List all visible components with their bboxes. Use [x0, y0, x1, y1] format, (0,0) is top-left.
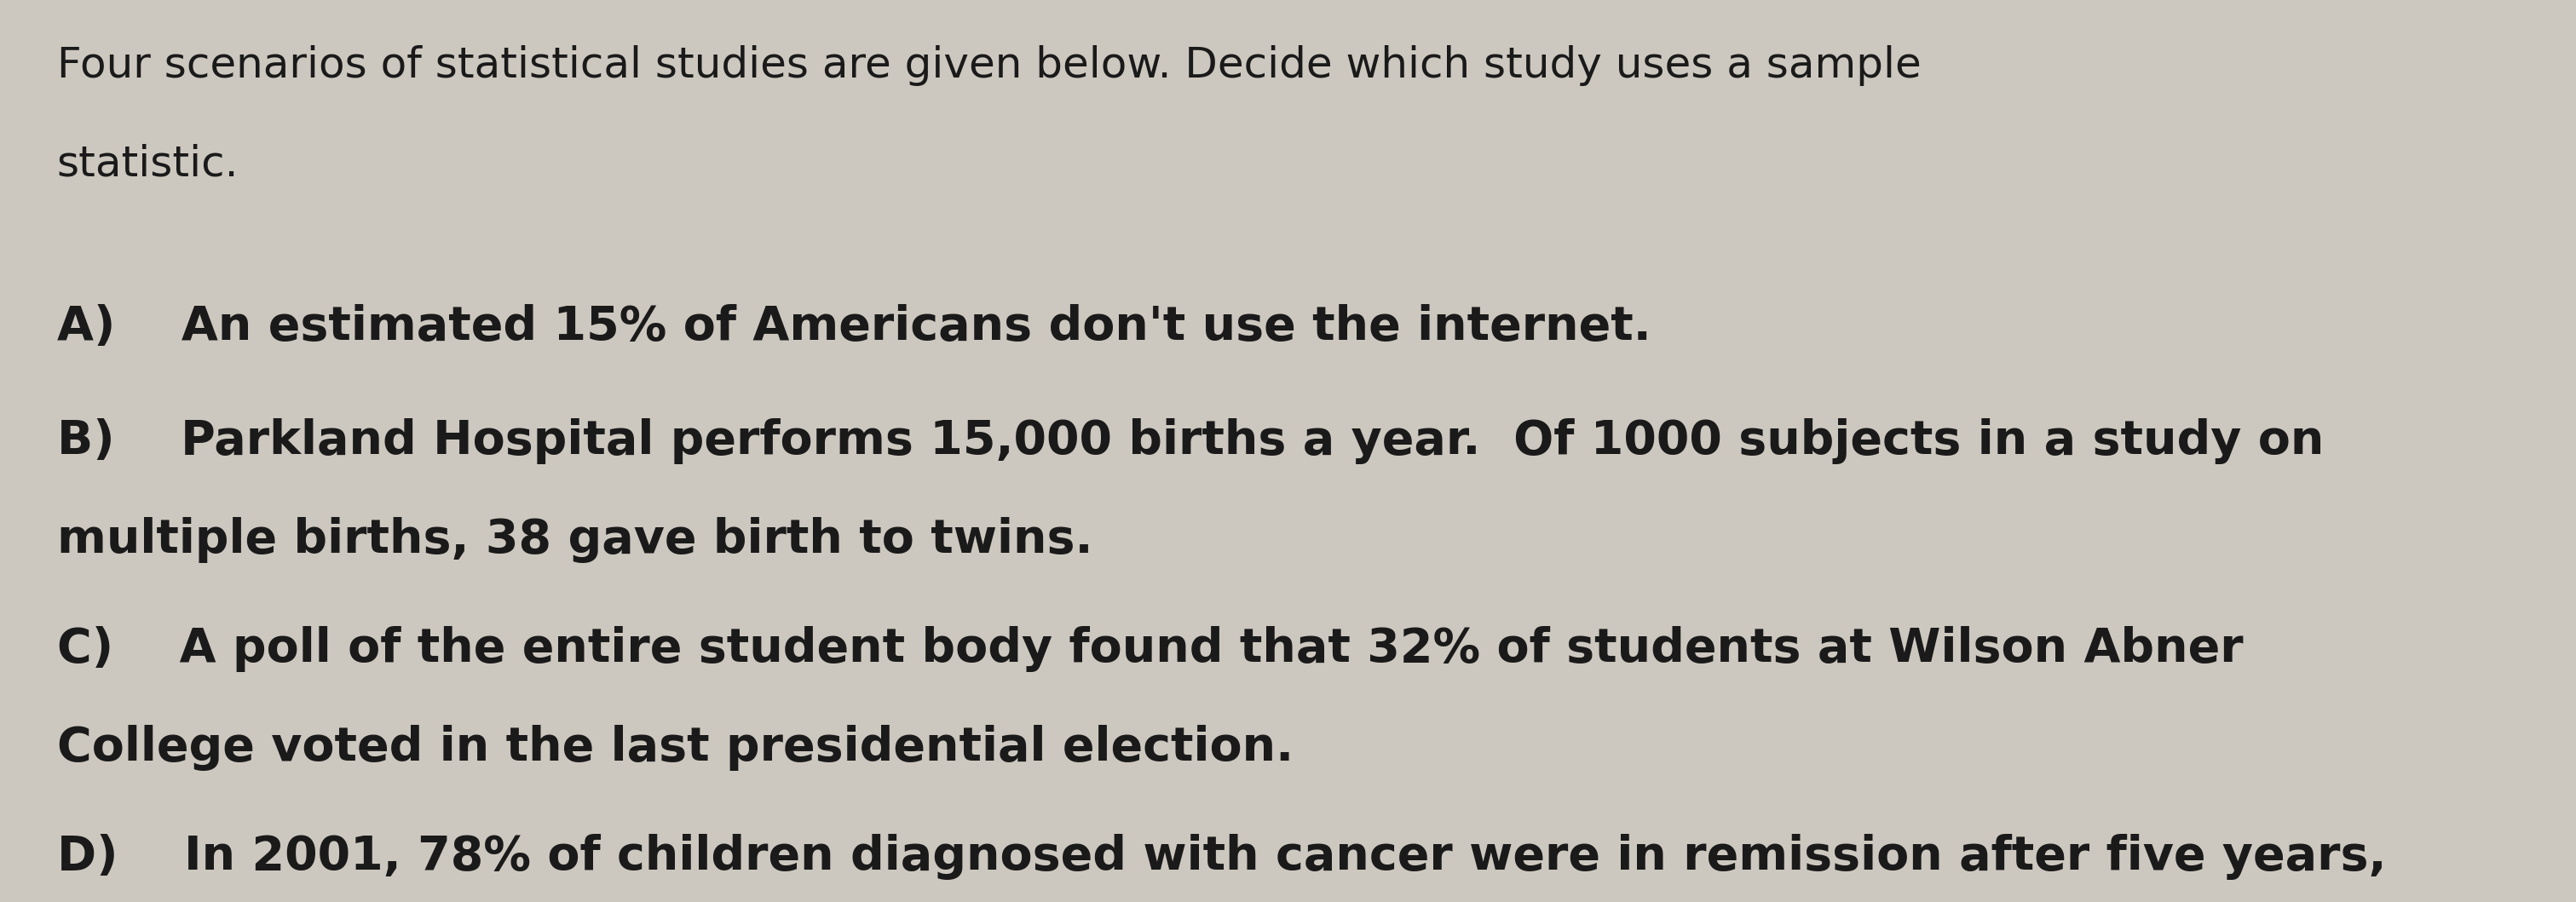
Text: A)    An estimated 15% of Americans don't use the internet.: A) An estimated 15% of Americans don't u… [57, 305, 1651, 350]
Text: College voted in the last presidential election.: College voted in the last presidential e… [57, 724, 1293, 770]
Text: C)    A poll of the entire student body found that 32% of students at Wilson Abn: C) A poll of the entire student body fou… [57, 626, 2244, 672]
Text: multiple births, 38 gave birth to twins.: multiple births, 38 gave birth to twins. [57, 517, 1092, 563]
Text: Four scenarios of statistical studies are given below. Decide which study uses a: Four scenarios of statistical studies ar… [57, 45, 1922, 86]
Text: D)    In 2001, 78% of children diagnosed with cancer were in remission after fiv: D) In 2001, 78% of children diagnosed wi… [57, 833, 2385, 879]
Text: B)    Parkland Hospital performs 15,000 births a year.  Of 1000 subjects in a st: B) Parkland Hospital performs 15,000 bir… [57, 419, 2324, 465]
Text: statistic.: statistic. [57, 143, 240, 185]
